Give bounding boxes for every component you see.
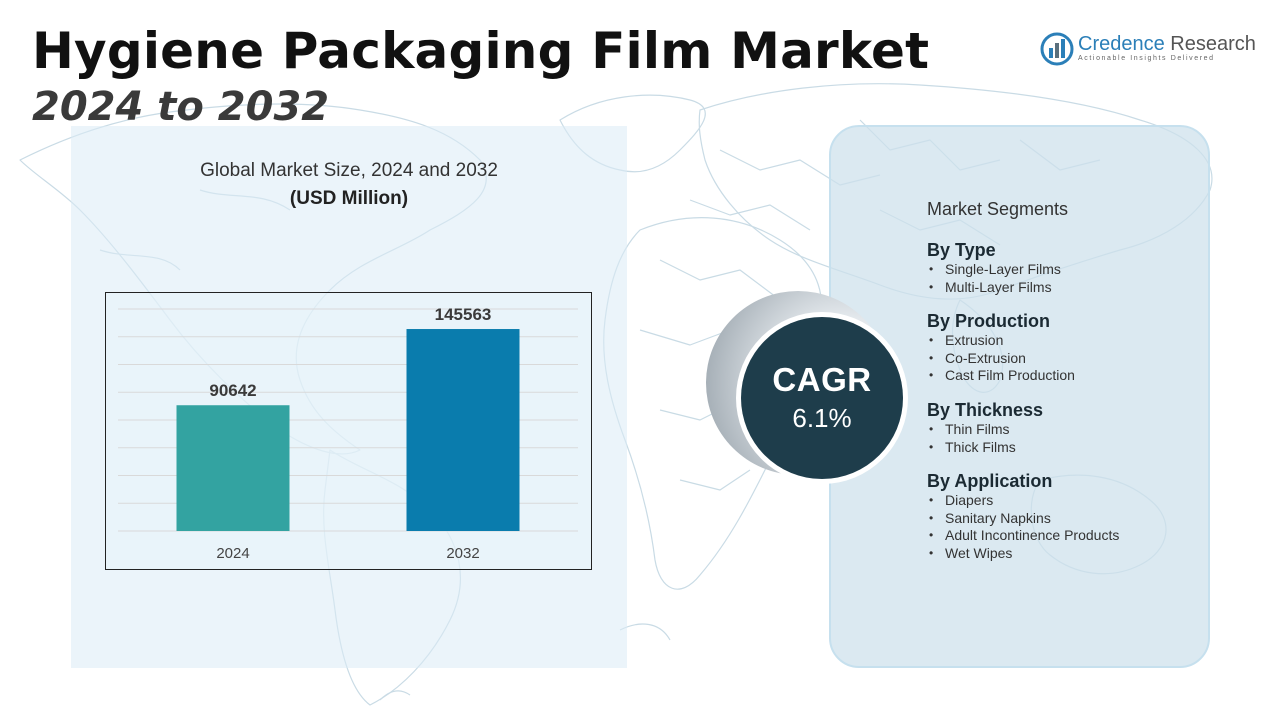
segment-item: Wet Wipes (927, 545, 1207, 563)
segment-item: Thick Films (927, 439, 1207, 457)
segment-item: Sanitary Napkins (927, 510, 1207, 528)
segment-items: Thin FilmsThick Films (927, 421, 1207, 456)
x-tick-label: 2032 (446, 545, 479, 562)
logo-name-part1: Credence (1078, 33, 1165, 55)
segment-item: Diapers (927, 492, 1207, 510)
chart-title: Global Market Size, 2024 and 2032 (200, 160, 498, 181)
segment-item: Thin Films (927, 421, 1207, 439)
segment-item: Multi-Layer Films (927, 279, 1207, 297)
bar-value-label: 145563 (435, 305, 492, 324)
bar-value-label: 90642 (209, 381, 256, 400)
page-title: Hygiene Packaging Film Market (32, 22, 930, 80)
segment-items: Single-Layer FilmsMulti-Layer Films (927, 261, 1207, 296)
cagr-badge: CAGR 6.1% (741, 317, 903, 479)
segments-list: By TypeSingle-Layer FilmsMulti-Layer Fil… (927, 239, 1207, 577)
logo-name: Credence Research (1078, 33, 1256, 56)
logo-bars-icon (1040, 32, 1074, 66)
segment-item: Adult Incontinence Products (927, 527, 1207, 545)
segment-group-title: By Thickness (927, 399, 1044, 420)
x-tick-label: 2024 (216, 545, 249, 562)
segment-items: ExtrusionCo-ExtrusionCast Film Productio… (927, 332, 1207, 385)
logo-tagline: Actionable Insights Delivered (1078, 55, 1215, 62)
logo-name-part2: Research (1164, 33, 1256, 55)
segment-group: By TypeSingle-Layer FilmsMulti-Layer Fil… (927, 239, 1207, 296)
segment-group-title: By Type (927, 240, 996, 260)
segments-heading: Market Segments (927, 199, 1069, 219)
segment-group-title: By Application (927, 471, 1053, 492)
segment-group: By ProductionExtrusionCo-ExtrusionCast F… (927, 310, 1207, 385)
segment-items: DiapersSanitary NapkinsAdult Incontinenc… (927, 492, 1207, 562)
cagr-label: CAGR (772, 361, 872, 398)
page-subtitle: 2024 to 2032 (32, 84, 330, 130)
bar-2024 (176, 405, 290, 531)
bar-chart: 90642 2024 145563 2032 (105, 292, 592, 570)
segment-group: By ThicknessThin FilmsThick Films (927, 399, 1207, 456)
bar-chart-canvas: 90642 2024 145563 2032 (118, 305, 578, 562)
segment-item: Single-Layer Films (927, 261, 1207, 279)
cagr-value: 6.1% (792, 403, 852, 433)
segment-item: Co-Extrusion (927, 350, 1207, 368)
segment-group: By ApplicationDiapersSanitary NapkinsAdu… (927, 470, 1207, 562)
chart-units: (USD Million) (289, 188, 409, 209)
segment-item: Extrusion (927, 332, 1207, 350)
credence-research-logo: Credence Research Actionable Insights De… (1040, 30, 1256, 70)
segment-group-title: By Production (927, 311, 1051, 332)
segment-item: Cast Film Production (927, 367, 1207, 385)
bar-2032 (406, 329, 520, 531)
